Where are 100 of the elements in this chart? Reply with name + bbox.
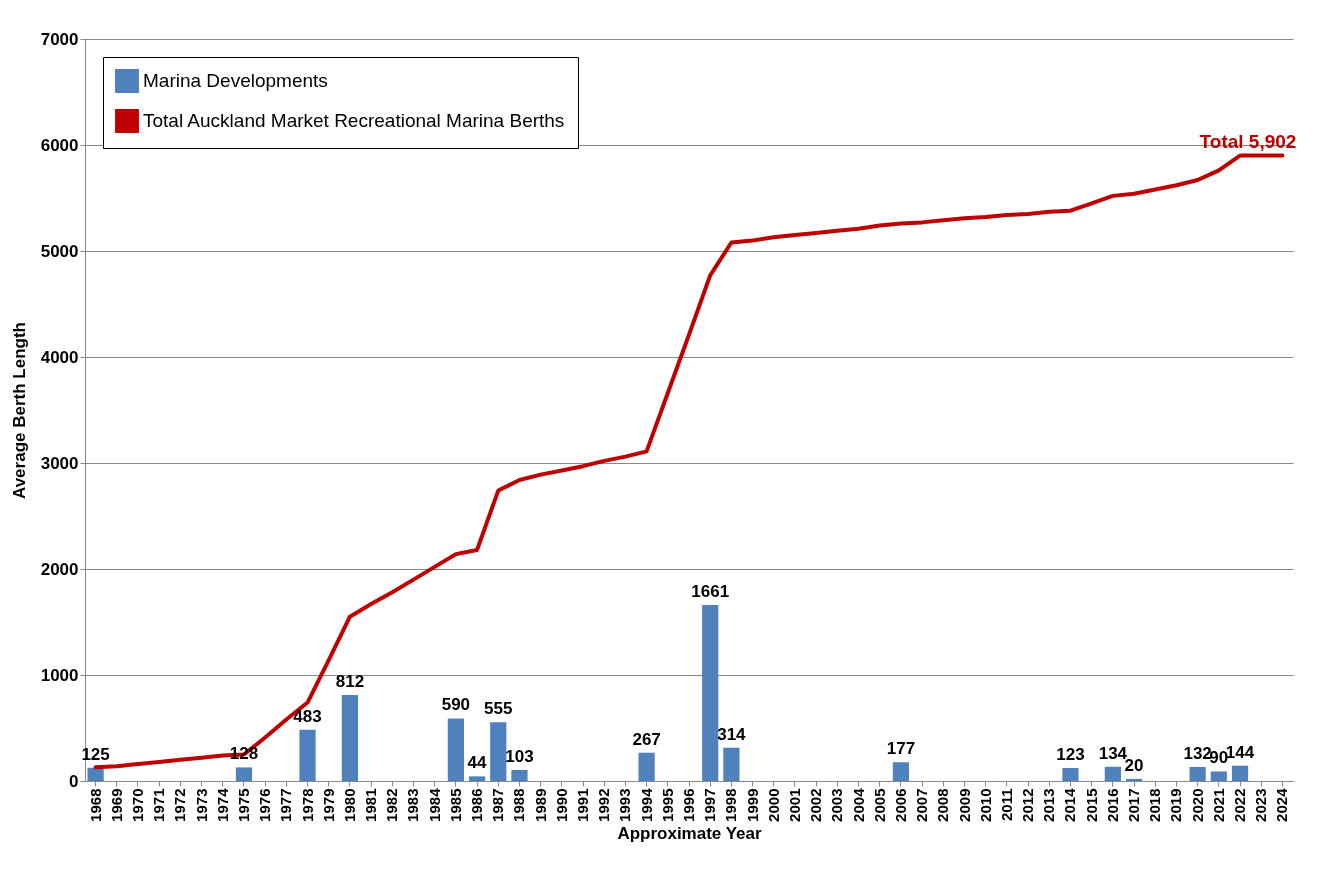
x-tick-label: 2022	[1231, 788, 1249, 822]
data-label: 44	[467, 753, 488, 773]
y-tick-label: 2000	[40, 559, 79, 579]
y-axis-title: Average Berth Length	[9, 322, 29, 499]
x-tick-label: 2012	[1019, 788, 1037, 822]
bar	[702, 604, 719, 781]
x-tick-label: 1968	[86, 788, 104, 822]
bar	[1104, 766, 1121, 781]
x-tick-label: 2021	[1209, 788, 1227, 822]
x-tick-label: 1996	[680, 788, 697, 822]
bar	[1125, 778, 1143, 781]
bar	[341, 694, 359, 781]
data-label: 267	[632, 729, 661, 749]
y-tick-label: 3000	[40, 453, 79, 473]
x-tick-label: 1992	[595, 788, 613, 822]
x-tick-label: 2005	[870, 788, 888, 822]
x-tick-label: 1980	[340, 788, 358, 822]
y-tick-label: 4000	[40, 347, 79, 367]
x-tick-label: 2020	[1188, 788, 1206, 822]
x-tick-label: 1984	[425, 787, 443, 822]
x-tick-label: 2006	[891, 788, 909, 822]
x-tick-label: 2017	[1125, 788, 1143, 822]
data-label: 123	[1056, 744, 1085, 764]
x-tick-label: 2001	[785, 788, 803, 822]
data-label: 812	[335, 671, 365, 691]
x-axis-title: Approximate Year	[617, 823, 762, 843]
x-tick-label: 2013	[1040, 788, 1058, 822]
x-tick-label: 1974	[213, 787, 231, 822]
data-label: 314	[717, 724, 747, 744]
x-tick-label: 1978	[298, 788, 316, 822]
x-tick-label: 1983	[404, 788, 422, 822]
x-tick-label: 1989	[531, 788, 549, 822]
x-tick-label: 2009	[955, 788, 973, 822]
x-tick-label: 2016	[1103, 788, 1121, 822]
bar	[299, 729, 316, 781]
bar	[723, 747, 740, 781]
bar	[1231, 765, 1249, 781]
x-tick-label: 1976	[256, 788, 274, 822]
x-tick-label: 1972	[171, 788, 189, 822]
x-tick-label: 1979	[319, 788, 337, 822]
y-tick-label: 6000	[40, 135, 79, 155]
bar	[1210, 771, 1227, 781]
data-label: 103	[505, 747, 534, 767]
x-tick-label: 2018	[1146, 788, 1164, 822]
x-tick-label: 1993	[616, 788, 634, 822]
x-tick-label: 2000	[764, 788, 782, 822]
x-tick-label: 2004	[849, 787, 867, 822]
bar	[235, 767, 253, 781]
x-tick-label: 1998	[722, 788, 740, 822]
y-tick-label: 7000	[40, 29, 79, 49]
bar	[447, 718, 464, 781]
x-tick-label: 1994	[637, 787, 655, 822]
y-tick-label: 0	[69, 771, 79, 791]
bar	[468, 776, 486, 781]
bar	[638, 752, 655, 781]
legend-label: Marina Developments	[143, 70, 328, 91]
x-tick-label: 2003	[828, 788, 846, 822]
bar	[1189, 767, 1206, 781]
x-tick-label: 2007	[913, 788, 931, 822]
x-tick-label: 1969	[107, 788, 125, 822]
bar	[892, 762, 910, 781]
x-tick-label: 1995	[658, 788, 676, 822]
x-tick-label: 2019	[1167, 788, 1185, 822]
x-tick-label: 1991	[574, 788, 592, 822]
data-label: 555	[484, 699, 513, 719]
bar	[1062, 767, 1079, 781]
x-tick-label: 2008	[934, 788, 952, 822]
x-tick-label: 1977	[277, 788, 295, 822]
x-tick-label: 1988	[510, 788, 528, 822]
y-tick-label: 1000	[40, 665, 79, 685]
x-tick-label: 1990	[552, 788, 570, 822]
x-tick-label: 1987	[489, 788, 507, 822]
x-tick-label: 1970	[128, 788, 146, 822]
x-tick-label: 2023	[1252, 788, 1270, 822]
data-label: 483	[293, 706, 322, 726]
x-tick-label: 1999	[743, 788, 761, 822]
legend-label: Total Auckland Market Recreational Marina Berths	[143, 110, 565, 131]
y-tick-label: 5000	[40, 241, 79, 261]
x-tick-label: 2014	[1061, 787, 1079, 822]
data-label: 590	[441, 695, 471, 715]
x-tick-label: 1986	[468, 788, 486, 822]
x-tick-label: 1971	[150, 788, 168, 822]
x-tick-label: 1981	[362, 788, 380, 822]
annotation: Total 5,902	[1199, 131, 1297, 153]
bar	[490, 722, 507, 781]
x-tick-label: 1975	[234, 788, 252, 822]
x-tick-label: 1997	[701, 788, 719, 822]
x-tick-label: 2010	[976, 788, 994, 822]
bar	[511, 770, 528, 781]
x-tick-label: 2015	[1082, 788, 1100, 822]
x-tick-label: 1982	[383, 788, 401, 822]
data-label: 1661	[691, 581, 730, 601]
x-tick-label: 1985	[446, 788, 464, 822]
data-label: 177	[886, 739, 916, 759]
x-tick-label: 1973	[192, 788, 210, 822]
x-tick-label: 2024	[1273, 787, 1291, 822]
x-tick-label: 2002	[807, 788, 825, 822]
bar	[87, 767, 104, 781]
x-tick-label: 2011	[997, 788, 1015, 822]
data-label: 125	[81, 744, 110, 764]
